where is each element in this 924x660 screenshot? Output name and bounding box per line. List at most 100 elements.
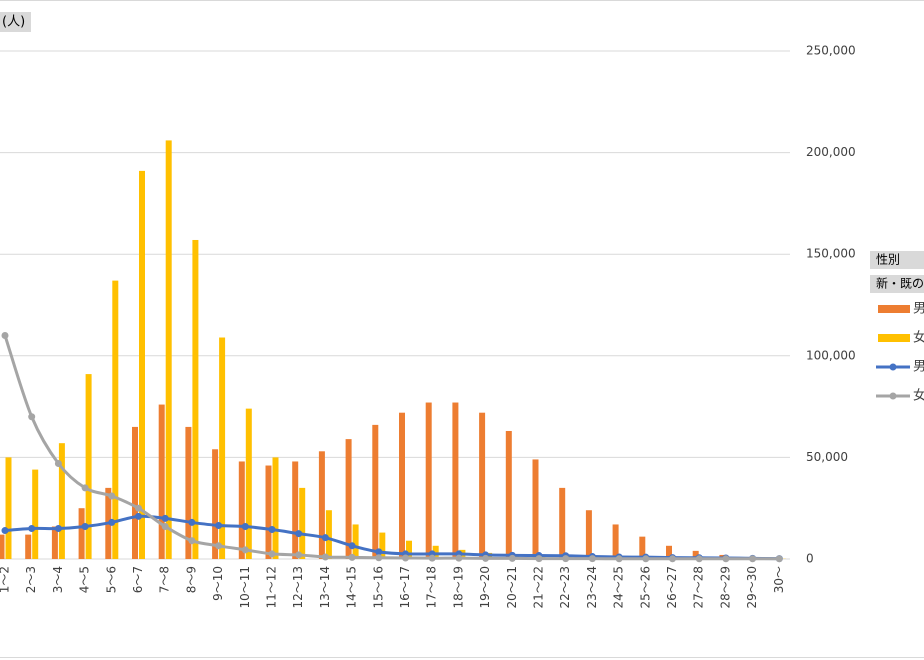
legend-header-box [870,251,924,269]
x-tick-label: 24～25 [612,566,626,609]
bar [425,402,432,559]
marker [642,555,650,563]
x-tick-label: 30～ [772,566,786,593]
marker [1,331,9,339]
bar [292,461,299,559]
x-tick-label: 13～14 [318,566,332,609]
x-tick-label: 18～19 [451,566,465,609]
x-tick-label: 19～20 [478,566,492,609]
marker [188,537,196,545]
bar [379,532,386,559]
legend-swatch [889,363,897,371]
marker [749,555,757,563]
marker [135,512,142,520]
legend-swatch [878,334,910,342]
marker [28,525,36,533]
bar [299,487,306,559]
bar [192,239,199,559]
bar [585,510,592,559]
marker [455,554,463,562]
x-tick-label: 11～12 [265,566,279,609]
bar [112,280,119,559]
marker [695,555,703,563]
legend-header-box [870,275,924,293]
x-tick-label: 20～21 [505,566,519,609]
x-tick-label: 29～30 [745,566,759,609]
x-tick-label: 22～23 [558,566,572,609]
marker [1,527,9,535]
x-tick-label: 5～6 [104,566,118,593]
bar [58,443,65,559]
bar [532,459,539,559]
bar [132,426,138,559]
marker [54,525,62,533]
marker [588,555,596,563]
bar [245,408,252,559]
marker [241,546,249,554]
x-tick-label: 25～26 [638,566,652,609]
bar [559,487,566,559]
marker [28,413,36,421]
y-tick-label: 200,000 [806,145,856,159]
marker [241,522,249,530]
x-tick-label: 21～22 [532,566,546,609]
marker [161,514,169,522]
marker [81,522,89,530]
x-tick-label: 16～17 [398,566,412,609]
marker [295,530,303,538]
marker [402,554,409,562]
x-tick-label: 9～10 [211,566,225,601]
bar [345,439,352,559]
marker [215,521,223,529]
x-tick-label: 8～9 [184,566,198,593]
marker [615,555,623,563]
x-tick-label: 4～5 [78,566,92,593]
marker [669,555,676,563]
marker [135,504,142,512]
marker [535,555,543,563]
marker [188,518,196,526]
marker [482,554,490,562]
bar [505,430,512,559]
bar [399,412,405,559]
line [4,514,780,561]
y-tick-label: 250,000 [806,44,856,58]
bar [479,412,486,559]
x-tick-label: 12～13 [291,566,305,609]
marker [375,554,383,562]
legend-label: 男 [913,302,924,317]
y-tick-label: 150,000 [806,247,856,261]
x-tick-label: 3～4 [51,566,65,593]
legend-swatch [878,305,910,313]
marker [268,526,276,534]
x-tick-label: 14～15 [345,566,359,609]
bar [158,404,165,559]
x-tick-label: 15～16 [371,566,385,609]
bar [0,534,5,559]
bar [432,545,439,559]
bar [85,374,92,559]
legend-label: 女 [913,388,924,404]
marker [348,542,356,550]
marker [348,553,356,561]
bar [639,536,646,559]
bar [272,457,279,559]
x-tick-label: 28～29 [718,566,732,609]
x-tick-label: 23～24 [585,566,599,609]
bar [352,524,359,559]
legend-header: 新・既の [876,276,924,291]
marker [108,518,116,526]
bar [51,526,58,559]
bar [372,424,379,559]
bar [318,451,325,559]
marker [562,555,570,563]
legend-header: 性別 [876,253,900,267]
y-tick-label: 50,000 [806,450,848,464]
x-tick-label: 17～18 [425,566,439,609]
line [3,335,780,561]
marker [268,550,276,558]
bar [666,545,672,559]
marker [161,522,169,530]
bar [78,508,85,559]
